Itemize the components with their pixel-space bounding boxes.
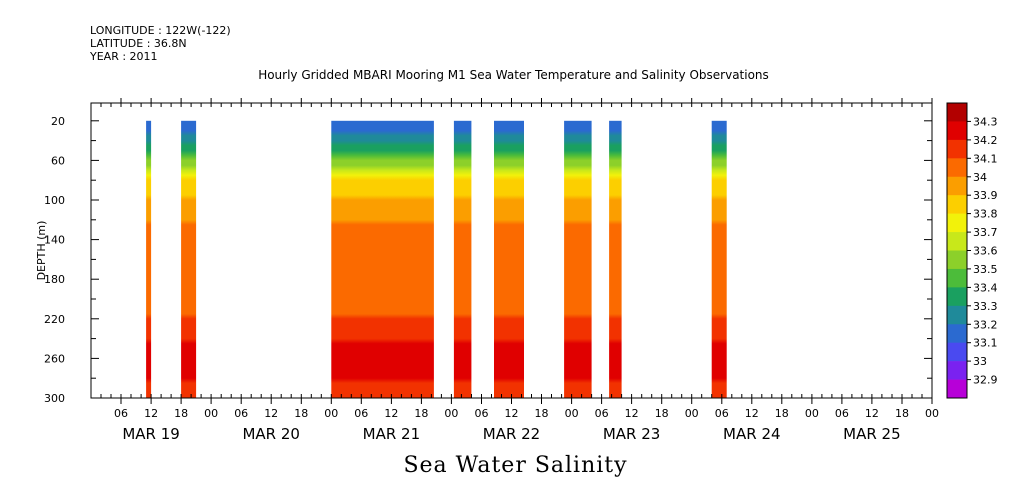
x-axis-label: Sea Water Salinity: [403, 453, 628, 478]
colorbar-label: 33.4: [973, 281, 998, 294]
x-tick-label: 06: [234, 407, 248, 420]
x-tick-label: 06: [595, 407, 609, 420]
observation-block: [564, 120, 592, 399]
y-tick-label: 180: [44, 273, 65, 286]
colorbar-label: 33.9: [973, 189, 998, 202]
colorbar-label: 34.1: [973, 152, 998, 165]
x-day-label: MAR 23: [603, 425, 660, 443]
y-tick-label: 20: [51, 115, 65, 128]
x-day-label: MAR 19: [122, 425, 179, 443]
colorbar-swatch: [947, 250, 967, 270]
x-tick-label: 12: [865, 407, 879, 420]
colorbar-label: 32.9: [973, 374, 998, 387]
longitude-label: LONGITUDE : 122W(-122): [90, 24, 231, 37]
x-tick-label: 00: [324, 407, 338, 420]
colorbar-swatch: [947, 342, 967, 362]
colorbar-swatch: [947, 121, 967, 141]
latitude-label: LATITUDE : 36.8N: [90, 37, 187, 50]
x-day-label: MAR 25: [843, 425, 900, 443]
x-tick-label: 18: [294, 407, 308, 420]
colorbar-swatch: [947, 361, 967, 380]
colorbar-swatch: [947, 287, 967, 307]
y-axis-label: DEPTH (m): [35, 221, 48, 281]
colorbar-swatch: [947, 176, 967, 196]
y-tick-label: 260: [44, 352, 65, 365]
observation-block: [146, 120, 152, 399]
y-tick-label: 100: [44, 194, 65, 207]
x-tick-label: 18: [655, 407, 669, 420]
data-layer: [146, 120, 727, 399]
x-tick-label: 00: [805, 407, 819, 420]
x-tick-label: 18: [414, 407, 428, 420]
x-day-label: MAR 20: [242, 425, 299, 443]
observation-block: [331, 120, 434, 399]
x-tick-label: 06: [715, 407, 729, 420]
observation-block: [453, 120, 472, 399]
year-label: YEAR : 2011: [90, 50, 158, 63]
x-tick-label: 12: [505, 407, 519, 420]
observation-block: [494, 120, 524, 399]
colorbar-label: 34: [973, 171, 987, 184]
observation-block: [181, 120, 197, 399]
colorbar-label: 34.3: [973, 115, 998, 128]
x-tick-label: 12: [264, 407, 278, 420]
colorbar-swatch: [947, 103, 967, 122]
colorbar-swatch: [947, 158, 967, 178]
axes-layer: 06 12 18 00 06 12 18 00 06 12 18 00 06 12 18 00 06 12 18 00…: [44, 98, 939, 443]
x-tick-label: 06: [475, 407, 489, 420]
x-day-label: MAR 21: [363, 425, 420, 443]
colorbar-label: 33.6: [973, 245, 998, 258]
colorbar-label: 33.1: [973, 337, 998, 350]
colorbar-label: 33.5: [973, 263, 998, 276]
x-tick-label: 12: [384, 407, 398, 420]
observation-block: [609, 120, 622, 399]
y-tick-label: 300: [44, 392, 65, 405]
colorbar-label: 33.7: [973, 226, 998, 239]
colorbar-swatch: [947, 305, 967, 325]
x-day-label: MAR 24: [723, 425, 780, 443]
colorbar-label: 34.2: [973, 134, 998, 147]
x-tick-label: 06: [114, 407, 128, 420]
x-tick-label: 00: [685, 407, 699, 420]
colorbar-swatch: [947, 195, 967, 214]
colorbar-label: 33.8: [973, 208, 998, 221]
x-tick-label: 00: [565, 407, 579, 420]
colorbar-swatch: [947, 139, 967, 159]
colorbar-swatch: [947, 232, 967, 251]
x-tick-label: 06: [354, 407, 368, 420]
colorbar-swatch: [947, 379, 967, 399]
colorbar-swatch: [947, 268, 967, 288]
x-tick-label: 12: [625, 407, 639, 420]
x-tick-label: 00: [925, 407, 939, 420]
colorbar-swatch: [947, 324, 967, 343]
y-tick-label: 140: [44, 234, 65, 247]
x-day-label: MAR 22: [483, 425, 540, 443]
x-tick-label: 12: [144, 407, 158, 420]
colorbar-label: 33: [973, 355, 987, 368]
y-tick-label: 60: [51, 154, 65, 167]
y-tick-label: 220: [44, 313, 65, 326]
observation-block: [711, 120, 727, 399]
x-tick-label: 18: [775, 407, 789, 420]
x-tick-label: 12: [745, 407, 759, 420]
colorbar: 34.3 34.2 34.1 34 33.9 33.8 33.7 33.6 33.5 33.4 33…: [946, 102, 998, 399]
x-tick-label: 00: [444, 407, 458, 420]
colorbar-label: 33.3: [973, 300, 998, 313]
x-tick-label: 18: [895, 407, 909, 420]
x-tick-label: 18: [535, 407, 549, 420]
x-tick-label: 06: [835, 407, 849, 420]
x-tick-label: 00: [204, 407, 218, 420]
colorbar-swatch: [947, 213, 967, 233]
chart-title: Hourly Gridded MBARI Mooring M1 Sea Wate…: [258, 68, 769, 82]
colorbar-label: 33.2: [973, 318, 998, 331]
x-tick-label: 18: [174, 407, 188, 420]
